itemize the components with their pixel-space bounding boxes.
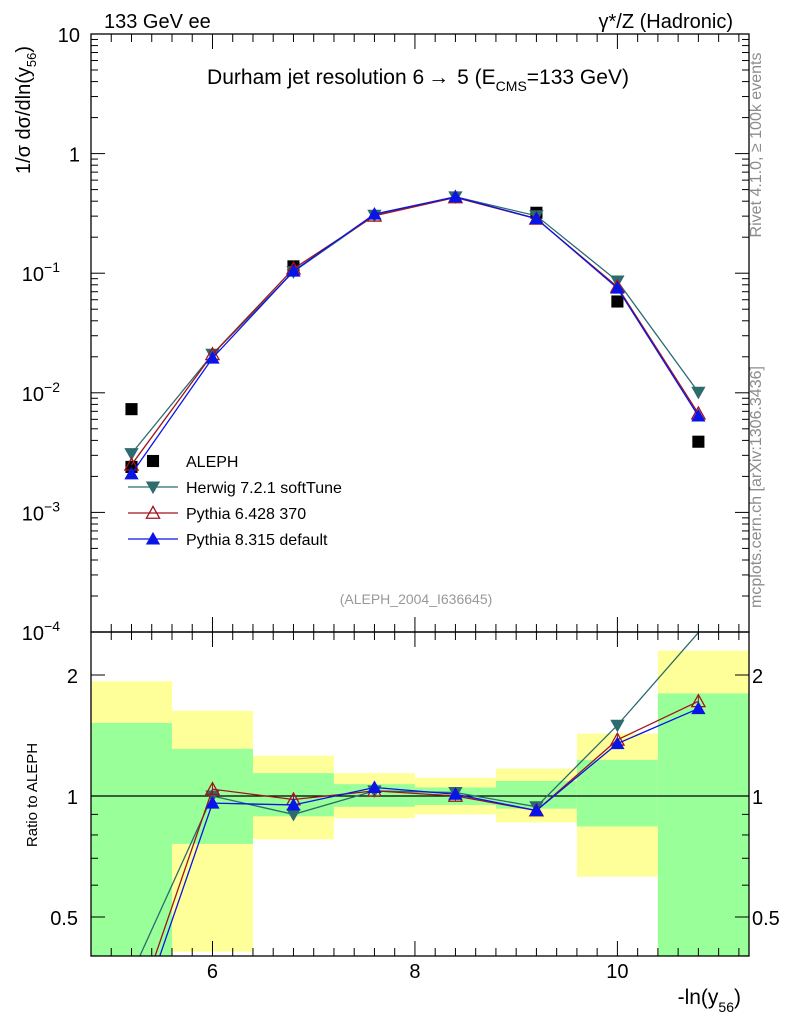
ratio-point-2-7 [691,701,706,715]
ratio-y-tick-label-right-1: 1 [752,787,763,809]
main-point-0-5 [692,435,705,448]
main-y-tick-label-3: 10−2 [22,379,60,406]
ratio-point-2-2 [286,797,301,811]
chart-title: Durham jet resolution 6 → 5 (ECMS=133 GeV) [207,66,629,94]
x-tick-label-2: 10 [606,961,628,983]
main-point-3-2 [286,264,301,277]
header-right: γ*/Z (Hadronic) [599,11,733,33]
axes-layer: 10 1 10−1 10−2 10−3 10−4 6 8 10 0.5 0.5 1 1 2 2 [22,25,780,983]
x-tick-label-1: 8 [409,961,420,983]
x-tick-label-0: 6 [207,961,218,983]
main-y-axis-label: 1/σ dσ/dln(y56) [13,46,39,174]
main-point-0-0 [125,403,138,416]
ratio-point-0-6 [610,719,625,733]
main-point-3-6 [610,280,625,294]
main-series-layer [123,189,707,480]
analysis-watermark: (ALEPH_2004_I636645) [340,591,493,607]
ratio-y-tick-label-right-2: 2 [752,666,763,688]
ratio-y-tick-label-right-0: 0.5 [752,908,780,930]
rivet-label: Rivet 4.1.0, ≥ 100k events [748,53,765,238]
ratio-point-0-2 [286,808,301,822]
main-point-3-5 [529,211,544,225]
main-series-line-3 [130,196,699,475]
main-point-0-4 [611,295,624,308]
ratio-uncertainty-bands [91,650,749,956]
ratio-series-layer [124,632,707,982]
ratio-y-axis-label: Ratio to ALEPH [24,743,41,847]
legend-marker-3 [145,531,161,545]
main-point-3-4 [448,189,463,203]
ratio-point-2-6 [610,736,625,750]
legend-label-2: Pythia 6.428 370 [186,506,306,523]
ratio-point-2-3 [367,780,382,793]
legend: ALEPH Herwig 7.2.1 softTune Pythia 6.428 3… [128,454,342,549]
ratio-series-line-0 [139,632,699,956]
ratio-band-inner-6 [576,759,658,827]
main-point-1-0 [124,448,139,461]
legend-marker-1 [145,481,161,495]
ratio-y-tick-label-left-2: 2 [67,666,78,688]
ratio-series-line-1 [154,700,699,956]
main-point-3-7 [691,408,706,422]
legend-marker-2 [145,505,161,519]
main-point-3-0 [124,466,139,480]
main-y-tick-label-4: 10−3 [22,498,60,525]
ratio-point-2-1 [205,795,220,809]
ratio-point-1-1 [204,781,221,796]
legend-label-1: Herwig 7.2.1 softTune [186,480,342,497]
main-y-tick-label-5: 10−4 [22,618,60,645]
legend-label-0: ALEPH [186,454,238,471]
ratio-point-2-4 [448,787,463,800]
main-series-line-2 [130,196,699,466]
legend-label-3: Pythia 8.315 default [186,532,328,549]
main-point-3-3 [367,206,382,220]
main-point-3-1 [205,350,220,364]
main-point-1-7 [691,386,706,400]
main-series-line-1 [130,196,699,455]
ratio-y-tick-label-left-0: 0.5 [50,908,78,930]
main-y-tick-label-2: 10−1 [22,259,60,286]
main-y-tick-label-1: 1 [69,145,80,167]
ratio-band-inner-0 [91,722,172,956]
main-y-tick-label-0: 10 [58,25,80,47]
legend-marker-0 [146,454,160,468]
x-axis-label: -ln(y56) [678,986,741,1015]
ratio-y-tick-label-left-1: 1 [67,787,78,809]
ratio-point-2-5 [529,803,544,817]
ratio-band-inner-7 [657,693,749,956]
header-left: 133 GeV ee [104,11,211,33]
ratio-series-line-2 [159,707,699,956]
ratio-panel-frame [90,631,750,957]
ratio-point-0-0 [124,969,138,982]
mcplots-label: mcplots.cern.ch [arXiv:1306.3436] [748,366,765,608]
